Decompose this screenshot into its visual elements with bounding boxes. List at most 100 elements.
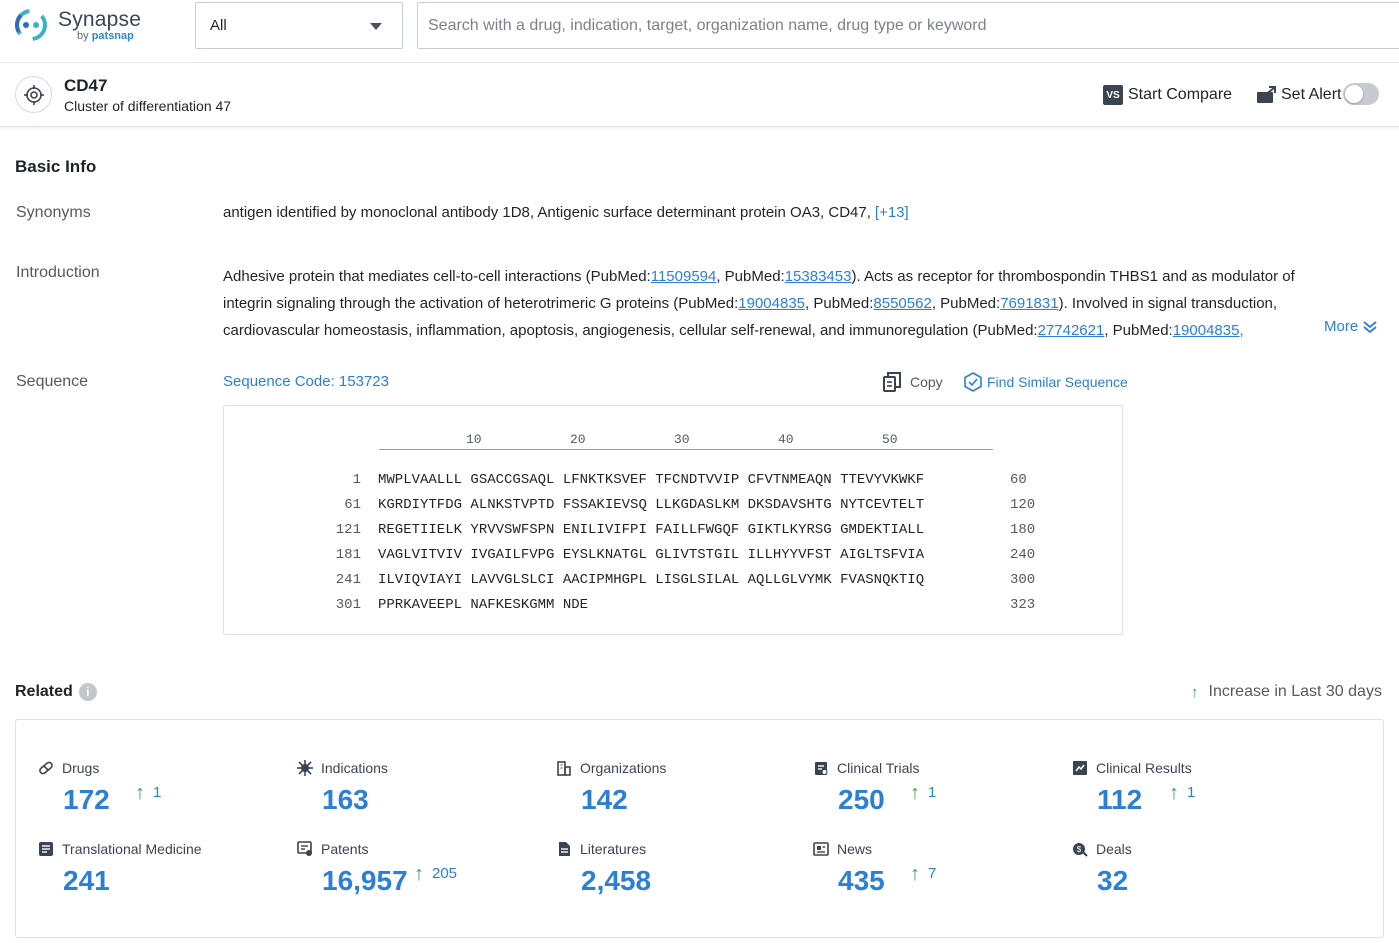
stat-header: Translational Medicine — [38, 841, 202, 857]
stat-increase-value: 1 — [1187, 784, 1195, 801]
introduction-segment: , PubMed: — [716, 268, 784, 285]
stat-literatures[interactable]: Literatures2,458 — [556, 841, 806, 911]
ruler-tick-label: 20 — [570, 432, 586, 447]
pubmed-link[interactable]: 7691831 — [1000, 295, 1058, 312]
pubmed-link[interactable]: 19004835, — [1173, 322, 1244, 339]
stat-value[interactable]: 142 — [581, 784, 628, 816]
alert-icon — [1256, 86, 1276, 104]
stat-value[interactable]: 2,458 — [581, 865, 651, 897]
search-scope-select[interactable]: All — [195, 2, 403, 49]
stat-increase[interactable]: ↑7 — [910, 865, 936, 883]
sequence-start-index: 301 — [336, 597, 361, 613]
ruler-tick-label: 50 — [882, 432, 898, 447]
set-alert-button[interactable]: Set Alert — [1256, 83, 1341, 107]
copy-button[interactable]: Copy — [882, 372, 943, 392]
related-stats-card: Drugs172↑1Indications163Organizations142… — [15, 719, 1384, 938]
synonyms-more-link[interactable]: [+13] — [875, 204, 909, 221]
stat-deals[interactable]: $Deals32 — [1072, 841, 1322, 911]
compare-icon: VS — [1103, 85, 1123, 105]
patent-icon — [297, 841, 313, 857]
stat-increase[interactable]: ↑1 — [910, 784, 936, 802]
related-title: Related i — [15, 683, 97, 701]
sequence-label: Sequence — [16, 373, 88, 391]
sequence-residues: VAGLVITVIV IVGAILFVPG EYSLKNATGL GLIVTST… — [378, 547, 924, 563]
svg-text:$: $ — [1077, 845, 1082, 854]
stat-header: Indications — [297, 760, 388, 776]
stat-value[interactable]: 241 — [63, 865, 110, 897]
arrow-up-icon: ↑ — [1191, 684, 1199, 701]
introduction-segment: , PubMed: — [932, 295, 1000, 312]
target-icon — [15, 76, 52, 113]
stat-header: News — [813, 841, 872, 857]
stat-header: Patents — [297, 841, 368, 857]
stat-label: Patents — [321, 841, 368, 857]
stat-organizations[interactable]: Organizations 142 — [556, 760, 806, 830]
sequence-start-index: 121 — [336, 522, 361, 538]
sequence-start-index: 1 — [353, 472, 361, 488]
info-icon[interactable]: i — [79, 683, 97, 701]
stat-value[interactable]: 435 — [838, 865, 885, 897]
introduction-label: Introduction — [16, 264, 100, 282]
synapse-logo-icon[interactable] — [14, 8, 48, 42]
find-similar-sequence-button[interactable]: Find Similar Sequence — [963, 372, 1128, 392]
synonyms-label: Synonyms — [16, 204, 91, 222]
toggle-knob — [1345, 85, 1363, 103]
stat-increase[interactable]: ↑205 — [414, 865, 457, 883]
legend-label: Increase in Last 30 days — [1209, 683, 1382, 701]
stat-clinical-results[interactable]: Clinical Results112↑1 — [1072, 760, 1322, 830]
brand-by: by — [77, 30, 89, 42]
sequence-code-link[interactable]: Sequence Code: 153723 — [223, 373, 389, 390]
synonyms-value: antigen identified by monoclonal antibod… — [223, 204, 909, 221]
stat-drugs[interactable]: Drugs 172 ↑1 — [38, 760, 288, 830]
stat-news[interactable]: News435↑7 — [813, 841, 1063, 911]
set-alert-label: Set Alert — [1281, 86, 1341, 104]
sequence-end-index: 60 — [1010, 472, 1027, 488]
virus-icon — [297, 760, 313, 776]
find-similar-icon — [963, 372, 983, 392]
ruler-tick-label: 10 — [466, 432, 482, 447]
sequence-residues: ILVIQVIAYI LAVVGLSLCI AACIPMHGPL LISGLSI… — [378, 572, 924, 588]
sequence-end-index: 180 — [1010, 522, 1035, 538]
arrow-up-icon: ↑ — [910, 865, 920, 883]
stat-increase-value: 1 — [153, 784, 161, 801]
more-button[interactable]: More — [1324, 318, 1378, 335]
stat-translational-medicine[interactable]: Translational Medicine 241 — [38, 841, 288, 911]
pubmed-link[interactable]: 27742621 — [1038, 322, 1105, 339]
stat-value[interactable]: 172 — [63, 784, 110, 816]
stat-value[interactable]: 250 — [838, 784, 885, 816]
sequence-end-index: 300 — [1010, 572, 1035, 588]
stat-value[interactable]: 16,957 — [322, 865, 408, 897]
stat-increase-value: 1 — [928, 784, 936, 801]
set-alert-toggle[interactable] — [1343, 83, 1379, 105]
stat-indications[interactable]: Indications 163 — [297, 760, 547, 830]
pubmed-link[interactable]: 8550562 — [873, 295, 931, 312]
pubmed-link[interactable]: 19004835 — [738, 295, 805, 312]
stat-value[interactable]: 112 — [1097, 784, 1142, 816]
start-compare-button[interactable]: VS Start Compare — [1103, 83, 1232, 107]
pubmed-link[interactable]: 15383453 — [785, 268, 852, 285]
sequence-row: 301PPRKAVEEPL NAFKESKGMM NDE323 — [224, 593, 1124, 618]
stat-increase[interactable]: ↑1 — [135, 784, 161, 802]
sequence-start-index: 61 — [344, 497, 361, 513]
search-input[interactable] — [417, 2, 1399, 49]
introduction-segment: , PubMed: — [805, 295, 873, 312]
stat-label: Organizations — [580, 760, 666, 776]
sequence-residues: REGETIIELK YRVVSWFSPN ENILIVIFPI FAILLFW… — [378, 522, 924, 538]
stat-header: Drugs — [38, 760, 99, 776]
book-icon — [556, 841, 572, 857]
sequence-end-index: 240 — [1010, 547, 1035, 563]
stat-value[interactable]: 163 — [322, 784, 369, 816]
stat-increase[interactable]: ↑1 — [1169, 784, 1195, 802]
stat-label: Clinical Trials — [837, 760, 919, 776]
sequence-end-index: 120 — [1010, 497, 1035, 513]
stat-clinical-trials[interactable]: Clinical Trials 250 ↑1 — [813, 760, 1063, 830]
stat-increase-value: 7 — [928, 865, 936, 882]
target-full-name: Cluster of differentiation 47 — [64, 98, 231, 114]
building-icon — [556, 760, 572, 776]
pubmed-link[interactable]: 11509594 — [651, 268, 717, 285]
stat-value[interactable]: 32 — [1097, 865, 1128, 897]
newspaper-icon — [813, 841, 829, 857]
introduction-segment: Adhesive protein that mediates cell-to-c… — [223, 268, 651, 285]
stat-patents[interactable]: Patents 16,957 ↑205 — [297, 841, 547, 911]
sequence-row: 121 REGETIIELK YRVVSWFSPN ENILIVIFPI FAIL… — [224, 518, 1124, 543]
